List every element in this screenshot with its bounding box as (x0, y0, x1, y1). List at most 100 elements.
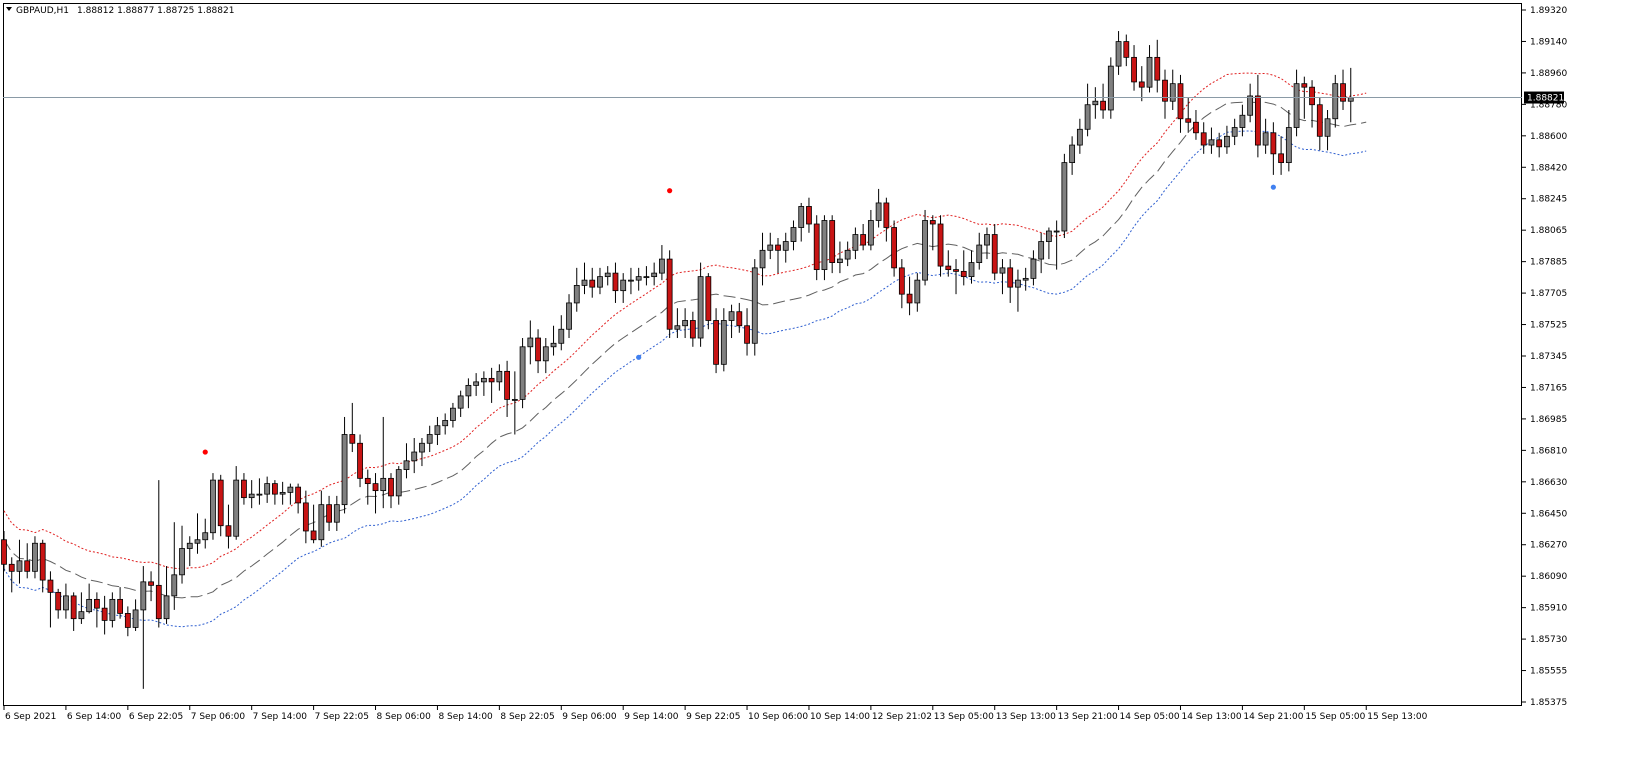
x-tick-label: 7 Sep 14:00 (253, 712, 308, 722)
candle-body-bear (39, 542, 46, 581)
candle-body-bull (1285, 127, 1292, 164)
symbol-dropdown-icon[interactable] (6, 7, 12, 11)
candle-body-bull (395, 469, 402, 497)
candle-body-bear (364, 477, 371, 485)
candle-body-bull (573, 284, 580, 304)
candle-body-bear (612, 272, 619, 292)
candle (1247, 83, 1254, 123)
candle (1200, 122, 1207, 154)
candle (1285, 109, 1292, 172)
candle-body-bull (511, 399, 518, 401)
candle (8, 557, 15, 593)
candle (1278, 136, 1284, 175)
candle (210, 473, 216, 540)
candle (372, 473, 379, 514)
candle (635, 267, 642, 291)
x-tick-label: 6 Sep 14:00 (67, 712, 122, 722)
candle (241, 473, 247, 505)
candle-body-bear (1278, 153, 1284, 164)
candle (179, 525, 185, 584)
candle (898, 259, 905, 309)
candle-body-bear (117, 598, 123, 614)
candle-body-bull (1092, 100, 1099, 106)
y-tick-label: 1.87165 (1530, 383, 1567, 393)
candle (217, 474, 224, 537)
candle-body-bull (875, 202, 882, 221)
candle (1324, 109, 1331, 151)
candle-body-bear (929, 220, 936, 225)
candle (101, 595, 108, 635)
candle-body-bull (558, 328, 565, 344)
x-tick-label: 13 Sep 13:00 (996, 712, 1056, 722)
candle-body-bear (504, 370, 511, 400)
candle-body-bear (302, 502, 309, 532)
candle-body-bear (806, 206, 812, 225)
candle (597, 267, 603, 295)
candle (1107, 57, 1114, 119)
candle (395, 466, 402, 505)
candle (1216, 132, 1223, 158)
candle-body-bear (945, 265, 952, 271)
candle-body-bear (1177, 83, 1184, 120)
candle-body-bear (388, 477, 394, 497)
candle-body-bull (1247, 95, 1254, 116)
candle (798, 202, 805, 242)
candle-body-bull (767, 244, 774, 251)
candle (1069, 136, 1076, 175)
candle-body-bear (1216, 139, 1223, 148)
candle-body-bear (124, 613, 131, 628)
candle (566, 294, 572, 339)
candle (1185, 97, 1192, 133)
candle-body-bull (659, 258, 665, 274)
candle-body-bull (837, 258, 843, 263)
candle (1038, 232, 1045, 274)
candle (434, 416, 441, 446)
candle (1138, 66, 1145, 102)
candle-body-bull (620, 279, 627, 292)
candle-body-bull (480, 377, 487, 383)
candle (837, 241, 843, 274)
candle (349, 402, 356, 453)
candle-body-bear (271, 483, 278, 495)
candle-body-bull (999, 267, 1006, 274)
candle-body-bear (357, 442, 363, 479)
candle-body-bull (186, 542, 193, 549)
candle (937, 215, 944, 277)
candle-body-bull (798, 206, 805, 228)
candle (496, 364, 503, 391)
candle (310, 504, 317, 544)
candle-body-bull (163, 595, 170, 620)
candle-body-bull (16, 560, 23, 572)
candle-body-bear (47, 579, 54, 593)
x-tick-label: 6 Sep 22:05 (129, 712, 183, 722)
candle-body-bull (720, 320, 727, 365)
candle-body-bull (171, 574, 178, 597)
candle-body-bear (217, 479, 224, 527)
candle-body-bull (728, 311, 735, 321)
current-price-box (1524, 91, 1564, 104)
candle-body-bear (1162, 79, 1168, 102)
candle-body-bull (1015, 279, 1021, 288)
candle (511, 371, 518, 435)
y-tick-label: 1.89140 (1530, 37, 1567, 47)
candle (659, 245, 665, 281)
candle (24, 543, 31, 579)
lower-signal-dot (636, 354, 642, 360)
candle (186, 536, 193, 567)
candle-body-bear (1154, 56, 1161, 81)
candle (47, 571, 54, 628)
candle-body-bear (689, 320, 696, 339)
x-tick-label: 8 Sep 22:05 (500, 712, 554, 722)
x-tick-label: 9 Sep 14:00 (624, 712, 679, 722)
candle-body-bear (295, 486, 302, 504)
x-tick-label: 6 Sep 2021 (5, 712, 56, 722)
candle-body-bull (643, 276, 650, 279)
candle-body-bull (527, 337, 534, 348)
candle-body-bear (101, 607, 108, 621)
candle-body-bear (813, 223, 820, 271)
candle (829, 215, 836, 274)
candle-body-bear (241, 479, 247, 499)
candle (782, 232, 789, 263)
candle-body-bull (287, 486, 294, 493)
candle-body-bull (1169, 83, 1176, 102)
